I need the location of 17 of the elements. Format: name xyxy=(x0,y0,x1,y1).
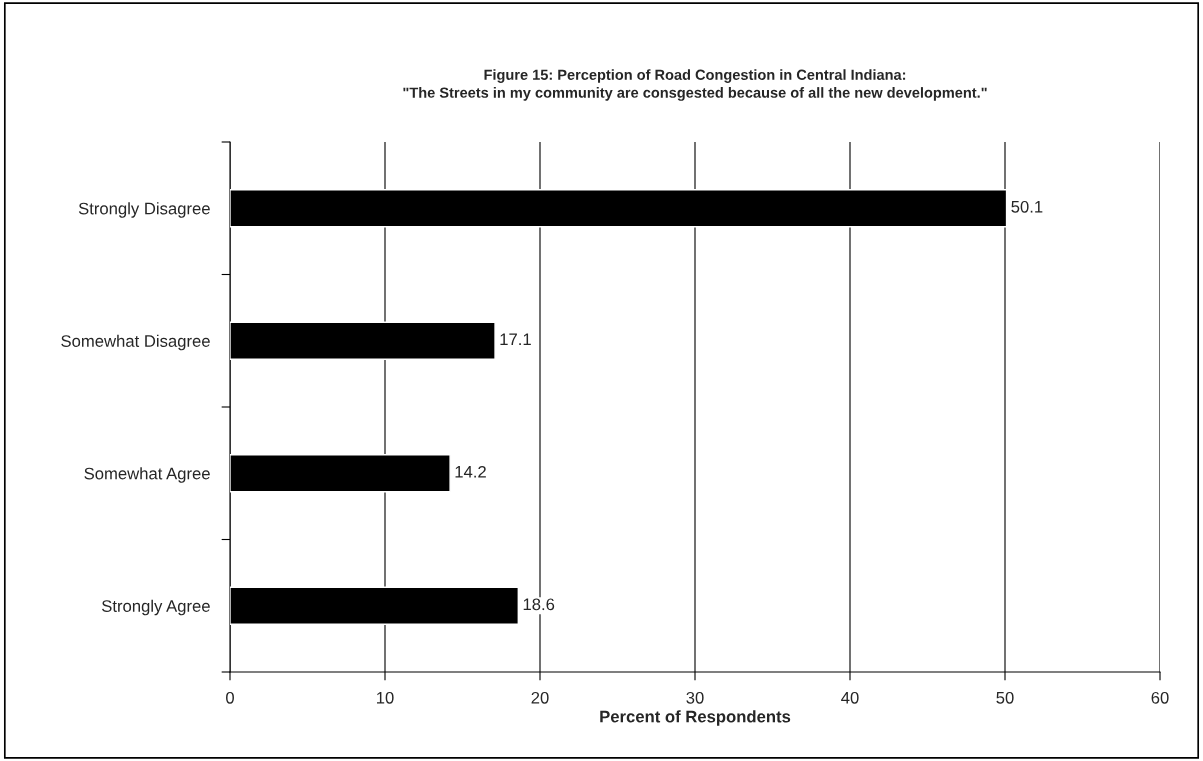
x-tick-label: 60 xyxy=(1151,691,1169,704)
data-label: 50.1 xyxy=(1011,200,1043,213)
x-tick-label: 30 xyxy=(686,691,704,704)
data-label: 14.2 xyxy=(455,465,486,478)
y-tick-label: Somewhat Disagree xyxy=(61,334,210,351)
x-tick-label: 50 xyxy=(996,691,1014,704)
x-tick-label: 20 xyxy=(531,691,549,704)
y-tick-label: Somewhat Agree xyxy=(84,467,210,483)
data-label: 17.1 xyxy=(500,333,531,346)
chart-title: Figure 15: Perception of Road Congestion in Central Indiana: "The Streets in my community are consgested because of all the new development." xyxy=(403,69,987,101)
x-axis-title: Percent of Respondents xyxy=(600,710,791,726)
data-label: 18.6 xyxy=(523,598,555,611)
x-tick-label: 0 xyxy=(226,691,234,704)
y-tick-label: Strongly Agree xyxy=(101,599,210,616)
y-tick-label: Strongly Disagree xyxy=(78,202,210,218)
x-tick-label: 40 xyxy=(841,691,859,704)
x-tick-label: 10 xyxy=(377,691,394,704)
